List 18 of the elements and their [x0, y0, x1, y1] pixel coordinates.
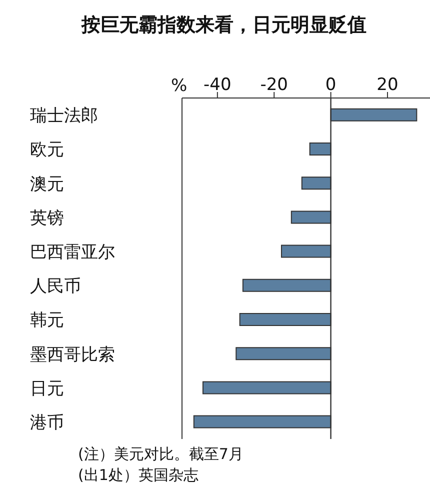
y-tick-label: 英镑	[30, 208, 64, 228]
y-tick-label: 人民币	[30, 276, 81, 297]
y-tick-label: 韩元	[30, 310, 64, 331]
text: (出1处）英国杂志	[78, 465, 200, 486]
y-tick-label: 瑞士法郎	[30, 106, 98, 126]
x-tick-label: -40	[204, 75, 232, 95]
x-tick-label: -20	[260, 75, 288, 95]
x-tick-label: 20	[376, 75, 398, 95]
y-tick-label: 日元	[30, 378, 64, 399]
y-tick-label: 港币	[30, 412, 64, 433]
y-tick-label: 墨西哥比索	[30, 344, 115, 365]
text: (注）美元对比。截至7月	[78, 444, 244, 465]
y-tick-label: 欧元	[30, 140, 64, 160]
chart-title: 按巨无霸指数来看，日元明显贬值	[80, 13, 368, 38]
x-axis-title: %	[171, 76, 188, 96]
x-tick-label: 0	[325, 75, 336, 95]
y-tick-label: 澳元	[30, 174, 64, 194]
y-tick-label: 巴西雷亚尔	[30, 242, 115, 262]
